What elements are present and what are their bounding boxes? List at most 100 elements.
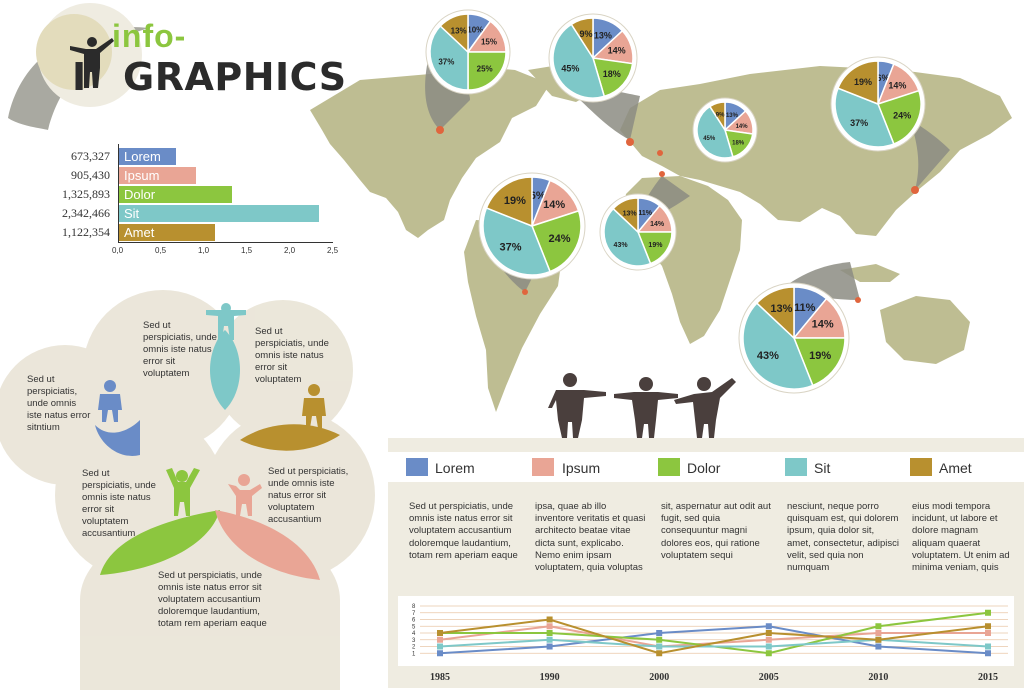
line-chart-y-tick: 3 [412,638,416,644]
line-point [656,636,663,643]
pie-slice-amet [570,17,594,61]
line-point [985,650,991,657]
pie-slice-dolor [467,51,507,91]
line-point [546,616,553,623]
pie-value-label: 11% [794,302,816,314]
pie-slice-amet [708,101,726,133]
pie-slice-sit [742,302,814,390]
line-point [437,650,443,657]
line-point [765,623,772,630]
venn-lens-pink [215,510,320,580]
legend-swatch-amet [910,458,932,476]
line-point [985,630,991,636]
pie-value-label: 45% [703,136,716,142]
pie-value-label: 37% [500,241,522,253]
line-point [546,630,553,636]
person-icon-green [166,468,200,516]
logo-graphic [8,3,150,130]
title-graphics: GRAPHICS [123,55,347,99]
pie-value-label: 43% [614,242,629,249]
line-series-lorem [439,625,989,655]
line-chart-y-tick: 7 [412,611,416,617]
map-indonesia [840,264,900,282]
pie-value-label: 37% [850,118,868,128]
person-icon-gold [302,384,326,428]
text-column-1: Sed ut perspiciatis, unde omnis iste nat… [409,501,518,561]
bar-tick-label: 1,0 [198,246,210,255]
callout-asia [910,120,950,190]
text-column-3: sit, aspernatur aut odit aut fugit, sed … [661,501,771,561]
venn-lens-blue [95,420,140,456]
pie-value-label: 19% [809,350,831,362]
pie-asia: 6%14% 24% 37% 19% [830,56,926,152]
map-north-america [310,66,550,238]
bar-amet: Amet [118,224,215,241]
bar-dolor: Dolor [118,186,233,203]
line-chart-x-tick: 2005 [759,672,779,682]
legend-label-lorem: Lorem [435,460,475,476]
logo-person-icon [70,37,114,88]
pie-value-label: 14% [888,81,906,91]
line-point [656,650,663,657]
line-chart-x-tick: 2010 [868,672,888,682]
text-column-5: eius modi tempora incidunt, ut labore et… [912,501,1010,574]
map-australia [880,296,970,364]
map-pin-south-america [522,289,528,295]
line-point [437,630,443,636]
bar-lorem: Lorem [118,148,176,165]
pie-value-label: 13% [623,211,638,218]
person-icon-3 [674,377,736,438]
pie-value-label: 18% [603,69,621,79]
line-point [875,623,882,630]
petal-text-top-left: Sed ut perspiciatis, unde omnis iste nat… [143,320,217,379]
legend-swatch-sit [785,458,807,476]
line-chart-y-tick: 1 [412,651,416,657]
bar-axis-vertical [118,144,119,242]
bar-value-label: 2,342,466 [62,206,110,220]
pie-value-label: 37% [438,57,454,66]
pie-slice-sit [696,105,734,159]
legend-label-sit: Sit [814,460,831,476]
petal-text-mid-left: Sed ut perspiciatis, unde omnis iste nat… [82,468,156,539]
line-point [875,630,882,636]
line-chart-x-tick: 2015 [978,672,998,682]
pie-slice-amet [439,13,469,54]
bar-tick-label: 0,5 [155,246,167,255]
pie-value-label: 14% [608,46,626,56]
petal-text-bottom: Sed ut perspiciatis, unde omnis iste nat… [158,570,267,629]
pie-slice-amet [755,286,795,340]
pie-value-label: 13% [451,26,467,35]
pie-value-label: 6% [876,73,889,83]
petal-text-left: Sed ut perspiciatis, unde omnis iste nat… [27,374,91,433]
pie-value-label: 43% [757,350,779,362]
pie-value-label: 25% [477,65,493,74]
person-icon-1 [548,373,606,438]
bar-ipsum: Ipsum [118,167,196,184]
pie-value-label: 15% [481,37,497,46]
venn-lens-green [100,510,220,575]
pie-value-label: 45% [561,63,579,73]
map-pin-europe-east [657,150,663,156]
line-chart-y-tick: 8 [412,604,416,610]
logo-swoosh [8,26,150,130]
bar-axis-line [118,242,333,243]
horizontal-bar-chart: 673,327 Lorem 905,430 Ipsum 1,325,893 Dolor 2,… [0,140,350,260]
person-icon-teal [206,303,246,340]
line-point [437,636,443,643]
legend-label-dolor: Dolor [687,460,721,476]
map-pin-australia [855,297,861,303]
legend-swatch-ipsum [532,458,554,476]
person-icon-2 [614,377,678,438]
pie-value-label: 19% [504,195,526,207]
line-point [546,643,553,650]
pie-value-label: 13% [726,113,739,119]
bar-sit: Sit [118,205,320,222]
pie-value-label: 13% [594,30,612,40]
pie-north-america: 10% 15% 25% 37% 13% [425,9,511,95]
bar-tick-label: 1,5 [241,246,253,255]
legend-swatch-lorem [406,458,428,476]
pie-africa: 11% 14% 19% 43% 13% [599,193,677,271]
pie-slice-dolor [792,337,846,387]
line-point [437,643,443,650]
